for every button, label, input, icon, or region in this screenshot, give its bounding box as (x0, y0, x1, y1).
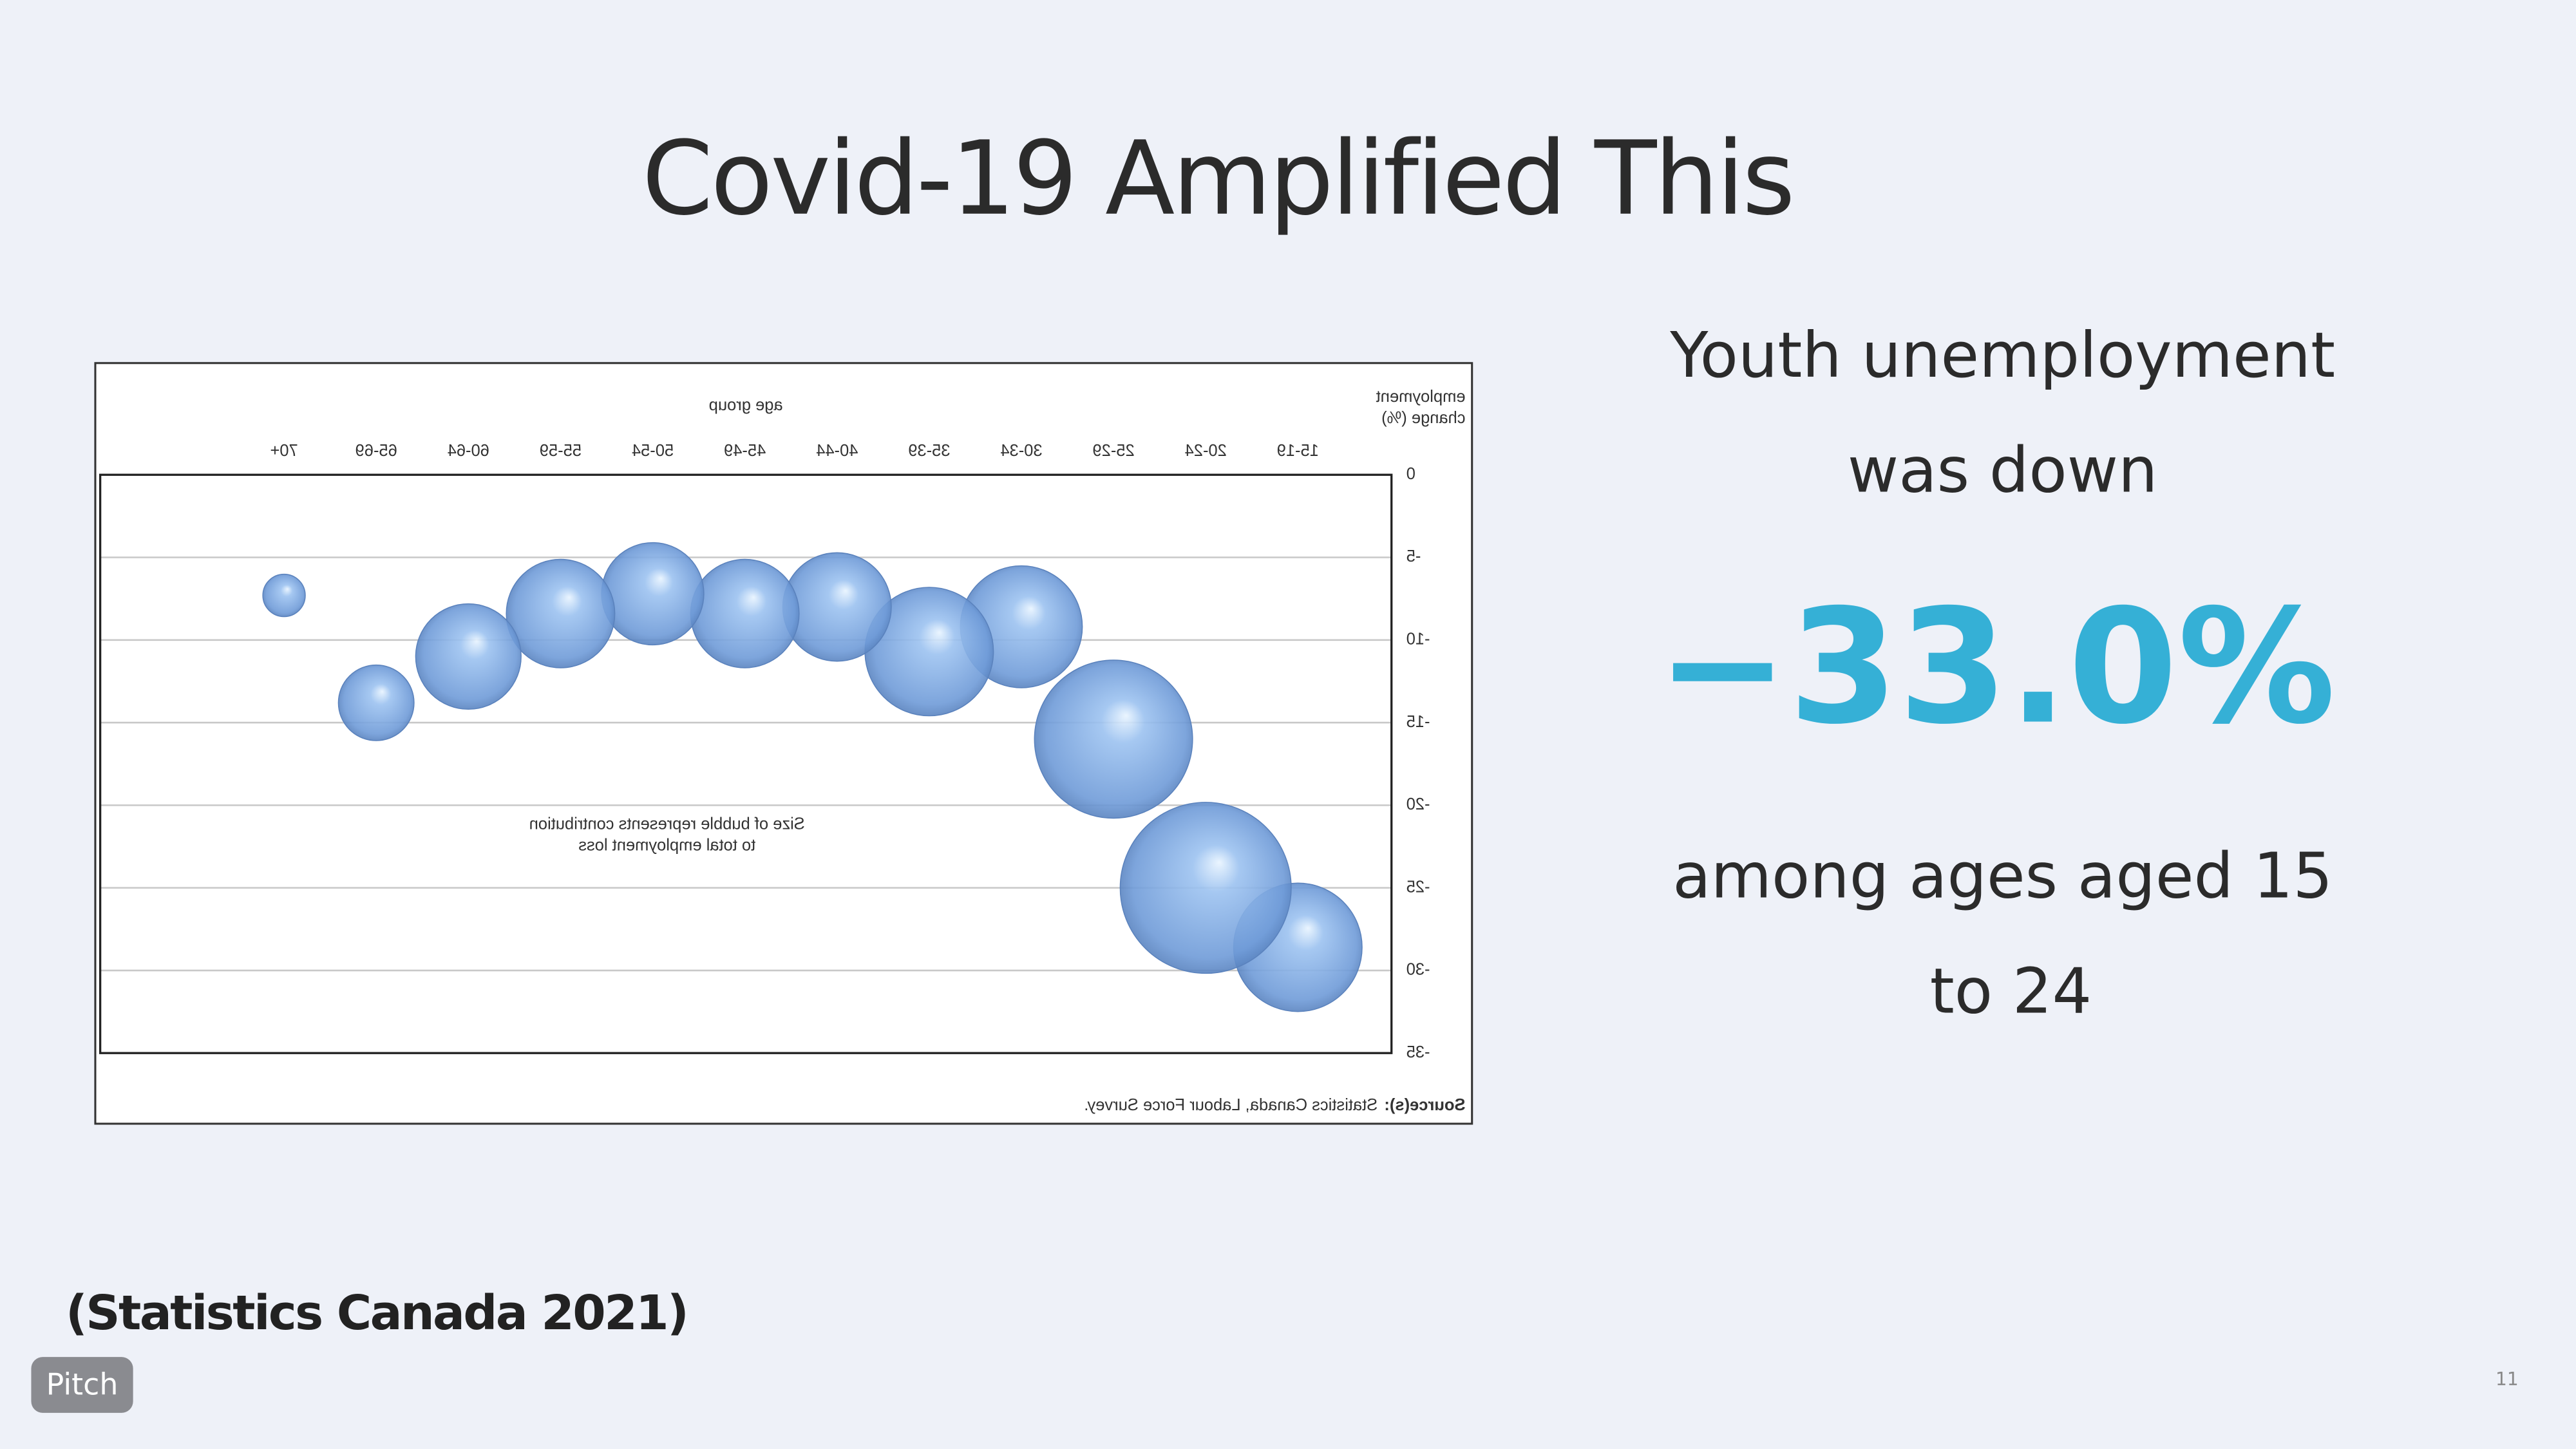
source-text: Statistics Canada, Labour Force Survey. (1084, 1096, 1378, 1114)
page-number: 11 (2496, 1368, 2519, 1390)
bubble (1034, 659, 1193, 819)
x-tick-label: 45-49 (724, 442, 766, 460)
x-tick-label: 50-54 (632, 442, 674, 460)
x-tick-label: 70+ (270, 442, 298, 460)
y-tick-label: -30 (1406, 961, 1430, 979)
badge-label[interactable]: Pitch (46, 1367, 118, 1402)
bubble (506, 558, 616, 668)
bubble (415, 603, 522, 710)
source: Source(s): Statistics Canada, Labour Forc… (1084, 1096, 1465, 1114)
y-tick-label: -20 (1406, 795, 1430, 813)
x-tick-label: 35-39 (908, 442, 950, 460)
y-axis-label: employment (1376, 388, 1466, 406)
stat-line: to 24 (1930, 954, 2092, 1027)
y-tick-label: -25 (1406, 878, 1430, 896)
x-tick-label: 15-19 (1277, 442, 1319, 460)
y-axis-label: change (%) (1381, 409, 1465, 427)
y-tick-label: -35 (1406, 1043, 1430, 1061)
stat-line: was down (1848, 434, 2158, 507)
x-tick-label: 55-59 (540, 442, 582, 460)
y-tick-label: -15 (1406, 713, 1430, 731)
annotation: Size of bubble represents contribution (529, 815, 805, 833)
bubble (337, 664, 415, 741)
bubble (601, 542, 705, 646)
annotation: to total employment loss (578, 837, 755, 855)
stat-line: among ages aged 15 (1672, 840, 2333, 913)
source-label: Source(s): (1384, 1096, 1465, 1114)
x-tick-label: 30-34 (1000, 442, 1042, 460)
x-tick-label: 65-69 (355, 442, 397, 460)
citation: (Statistics Canada 2021) (66, 1285, 687, 1341)
chart: age group employment change (%) Size of … (99, 388, 1466, 1114)
x-tick-label: 60-64 (448, 442, 489, 460)
stat-line: Youth unemployment (1669, 319, 2335, 392)
y-tick-label: -5 (1406, 547, 1421, 565)
plot-frame (99, 473, 1393, 1054)
x-tick-label: 25-29 (1092, 442, 1134, 460)
x-tick-label: 20-24 (1185, 442, 1227, 460)
x-tick-label: 40-44 (816, 442, 858, 460)
badge[interactable] (31, 1357, 133, 1413)
bubble (1119, 802, 1292, 974)
chart-frame (94, 362, 1473, 1125)
y-tick-label: -10 (1406, 630, 1430, 649)
x-axis-label: age group (709, 396, 783, 414)
y-tick-label: 0 (1406, 465, 1416, 483)
stat-value: −33.0% (1656, 575, 2336, 759)
bubble (690, 558, 800, 668)
slide-title: Covid-19 Amplified This (642, 120, 1793, 238)
bubble (262, 573, 306, 618)
